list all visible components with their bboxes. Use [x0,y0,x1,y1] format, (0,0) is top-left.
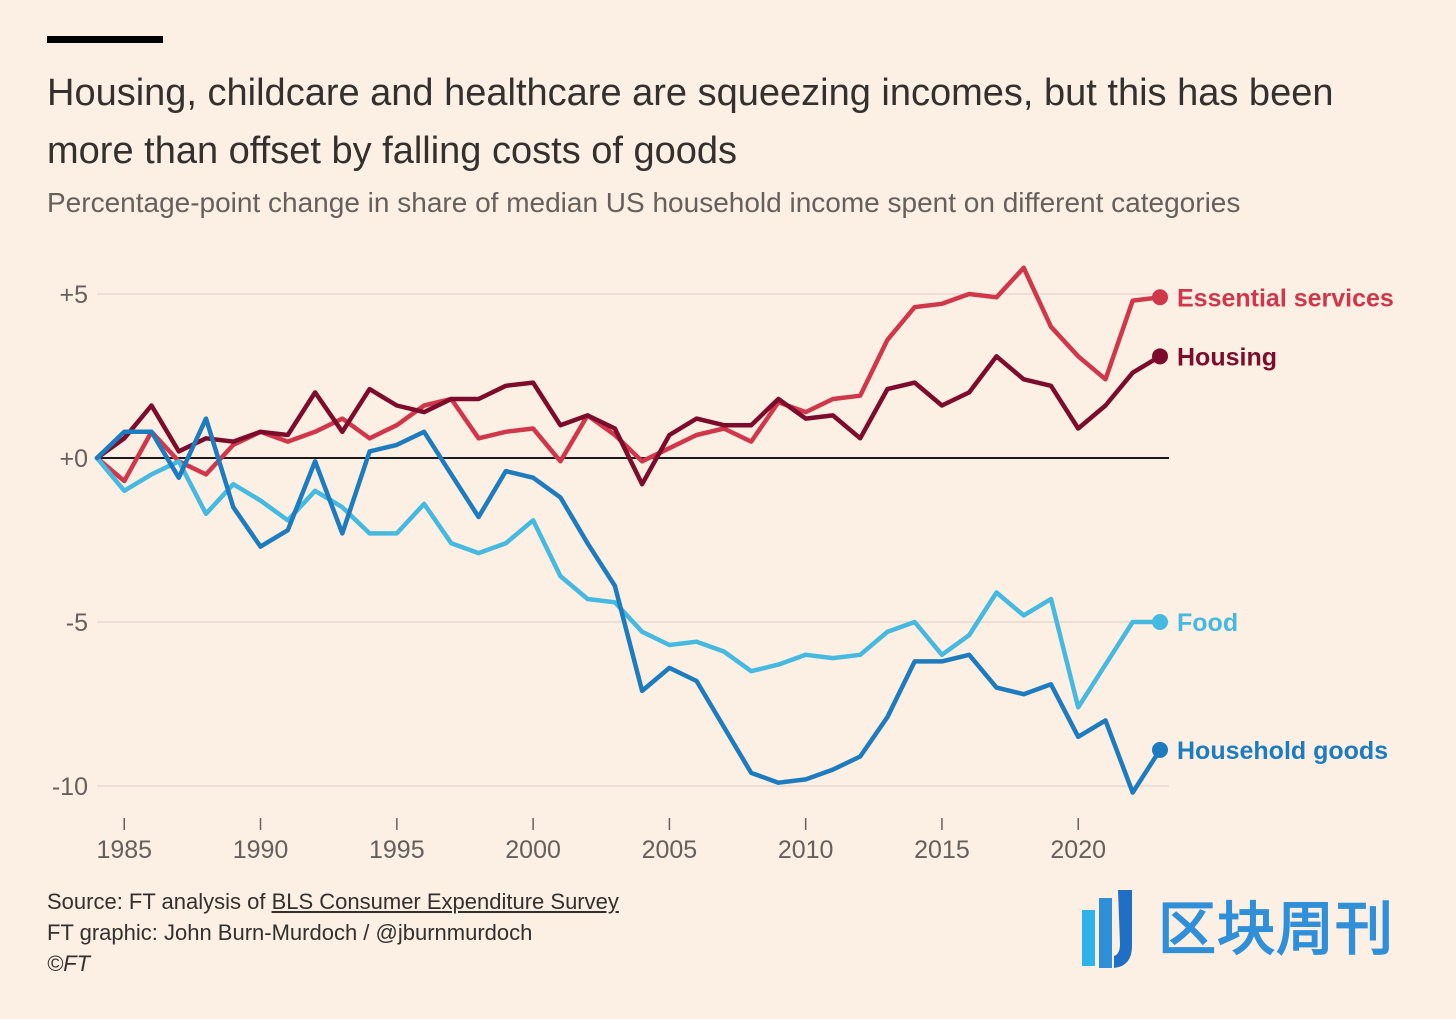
source-line: Source: FT analysis of BLS Consumer Expe… [47,886,619,917]
footer: Source: FT analysis of BLS Consumer Expe… [47,886,619,979]
x-tick-label: 2015 [914,836,970,864]
x-tick-label: 2010 [778,836,834,864]
series-end-dot-essential-services [1152,289,1168,306]
watermark-logo-icon [1082,890,1132,968]
series-line-household-goods [94,416,1163,795]
series-end-dot-household-goods [1152,741,1168,758]
x-tick-label: 2000 [505,836,561,864]
credit-line: FT graphic: John Burn-Murdoch / @jburnmu… [47,920,533,945]
series-line-housing [94,354,1163,487]
source-prefix: Source: FT analysis of [47,889,272,914]
watermark: 区块周刊 [1080,886,1430,972]
series-label-essential-services: Essential services [1177,284,1394,312]
series-label-housing: Housing [1177,343,1277,371]
series-label-food: Food [1177,609,1238,637]
chart-title: Housing, childcare and healthcare are sq… [47,72,1334,172]
series-end-dot-housing [1152,348,1168,365]
series-end-dot-food [1152,614,1168,630]
x-tick-label: 1995 [369,836,425,864]
y-tick-label: -10 [52,773,88,801]
copyright: ©FT [47,951,91,976]
y-axis: +5 +0 -5 -10 [52,281,88,801]
chart-subtitle: Percentage-point change in share of medi… [47,187,1241,218]
x-tick-label: 2020 [1050,836,1106,864]
x-tick-label: 1985 [96,836,152,864]
y-tick-label: +5 [59,281,88,309]
x-tick-label: 1990 [233,836,289,864]
series-labels: Essential services Housing Food Household g… [1177,284,1394,765]
series-line-essential-services [94,265,1163,484]
series-label-household-goods: Household goods [1177,737,1388,765]
top-rule [47,36,163,43]
x-tick-label: 2005 [642,836,698,864]
x-axis: 1985 1990 1995 2000 2005 2010 2015 2020 [96,818,1106,864]
source-link[interactable]: BLS Consumer Expenditure Survey [271,889,619,914]
series-lines [94,265,1168,795]
y-tick-label: -5 [66,609,88,637]
y-tick-label: +0 [59,445,88,473]
series-line-food [94,455,1163,710]
watermark-text: 区块周刊 [1158,895,1395,963]
